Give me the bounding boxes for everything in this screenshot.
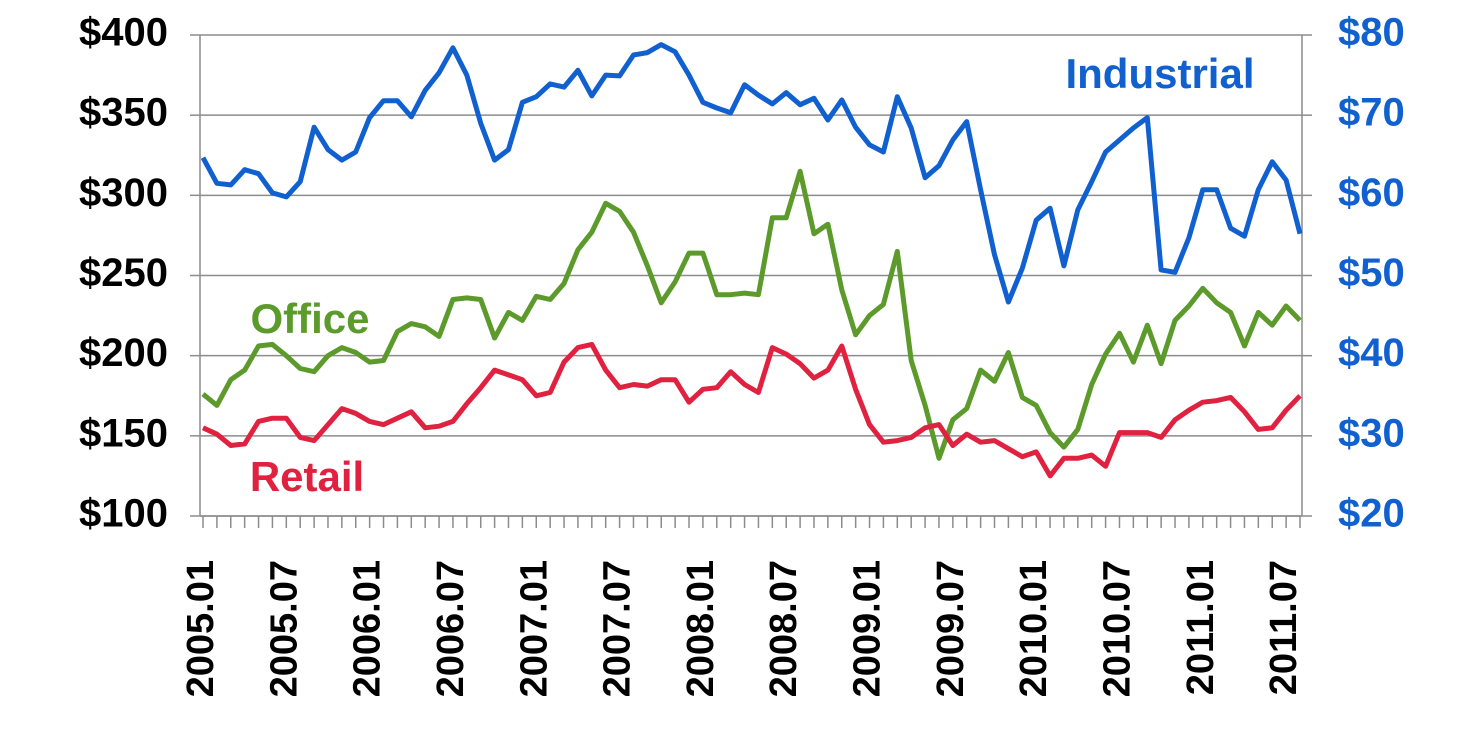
y-tick-label: $200 bbox=[79, 331, 168, 375]
x-tick-label: 2007.01 bbox=[513, 560, 555, 697]
x-tick-label: 2011.01 bbox=[1180, 560, 1222, 695]
x-tick-label: 2006.07 bbox=[430, 560, 472, 697]
x-tick-label: 2008.07 bbox=[763, 560, 805, 697]
x-tick-label: 2006.01 bbox=[347, 560, 389, 697]
x-tick-label: 2005.01 bbox=[180, 560, 222, 697]
x-tick-label: 2009.07 bbox=[930, 560, 972, 697]
y-tick-label: $400 bbox=[79, 11, 168, 55]
y2-tick-label: $80 bbox=[1338, 11, 1405, 55]
x-tick-label: 2007.07 bbox=[597, 560, 639, 697]
y-tick-label: $150 bbox=[79, 411, 168, 455]
series-line bbox=[200, 42, 1303, 305]
y-tick-label: $250 bbox=[79, 251, 168, 295]
y2-tick-label: $50 bbox=[1338, 251, 1405, 295]
x-tick-label: 2010.07 bbox=[1097, 560, 1139, 697]
x-tick-label: 2005.07 bbox=[263, 560, 305, 697]
y2-tick-label: $30 bbox=[1338, 411, 1405, 455]
x-tick-label: 2011.07 bbox=[1263, 560, 1305, 695]
series-label: Office bbox=[250, 295, 369, 342]
x-tick-label: 2010.01 bbox=[1013, 560, 1055, 697]
series-line bbox=[201, 168, 1302, 461]
y-tick-label: $350 bbox=[79, 91, 168, 135]
y2-tick-label: $20 bbox=[1338, 492, 1405, 536]
y-tick-label: $300 bbox=[79, 171, 168, 215]
y-tick-label: $100 bbox=[79, 492, 168, 536]
series-label: Retail bbox=[250, 453, 364, 500]
y2-tick-label: $40 bbox=[1338, 331, 1405, 375]
y2-tick-label: $70 bbox=[1338, 91, 1405, 135]
series-label: Industrial bbox=[1065, 50, 1254, 97]
x-tick-label: 2008.01 bbox=[680, 560, 722, 697]
series-line bbox=[201, 341, 1302, 479]
x-tick-label: 2009.01 bbox=[847, 560, 889, 697]
y2-tick-label: $60 bbox=[1338, 171, 1405, 215]
